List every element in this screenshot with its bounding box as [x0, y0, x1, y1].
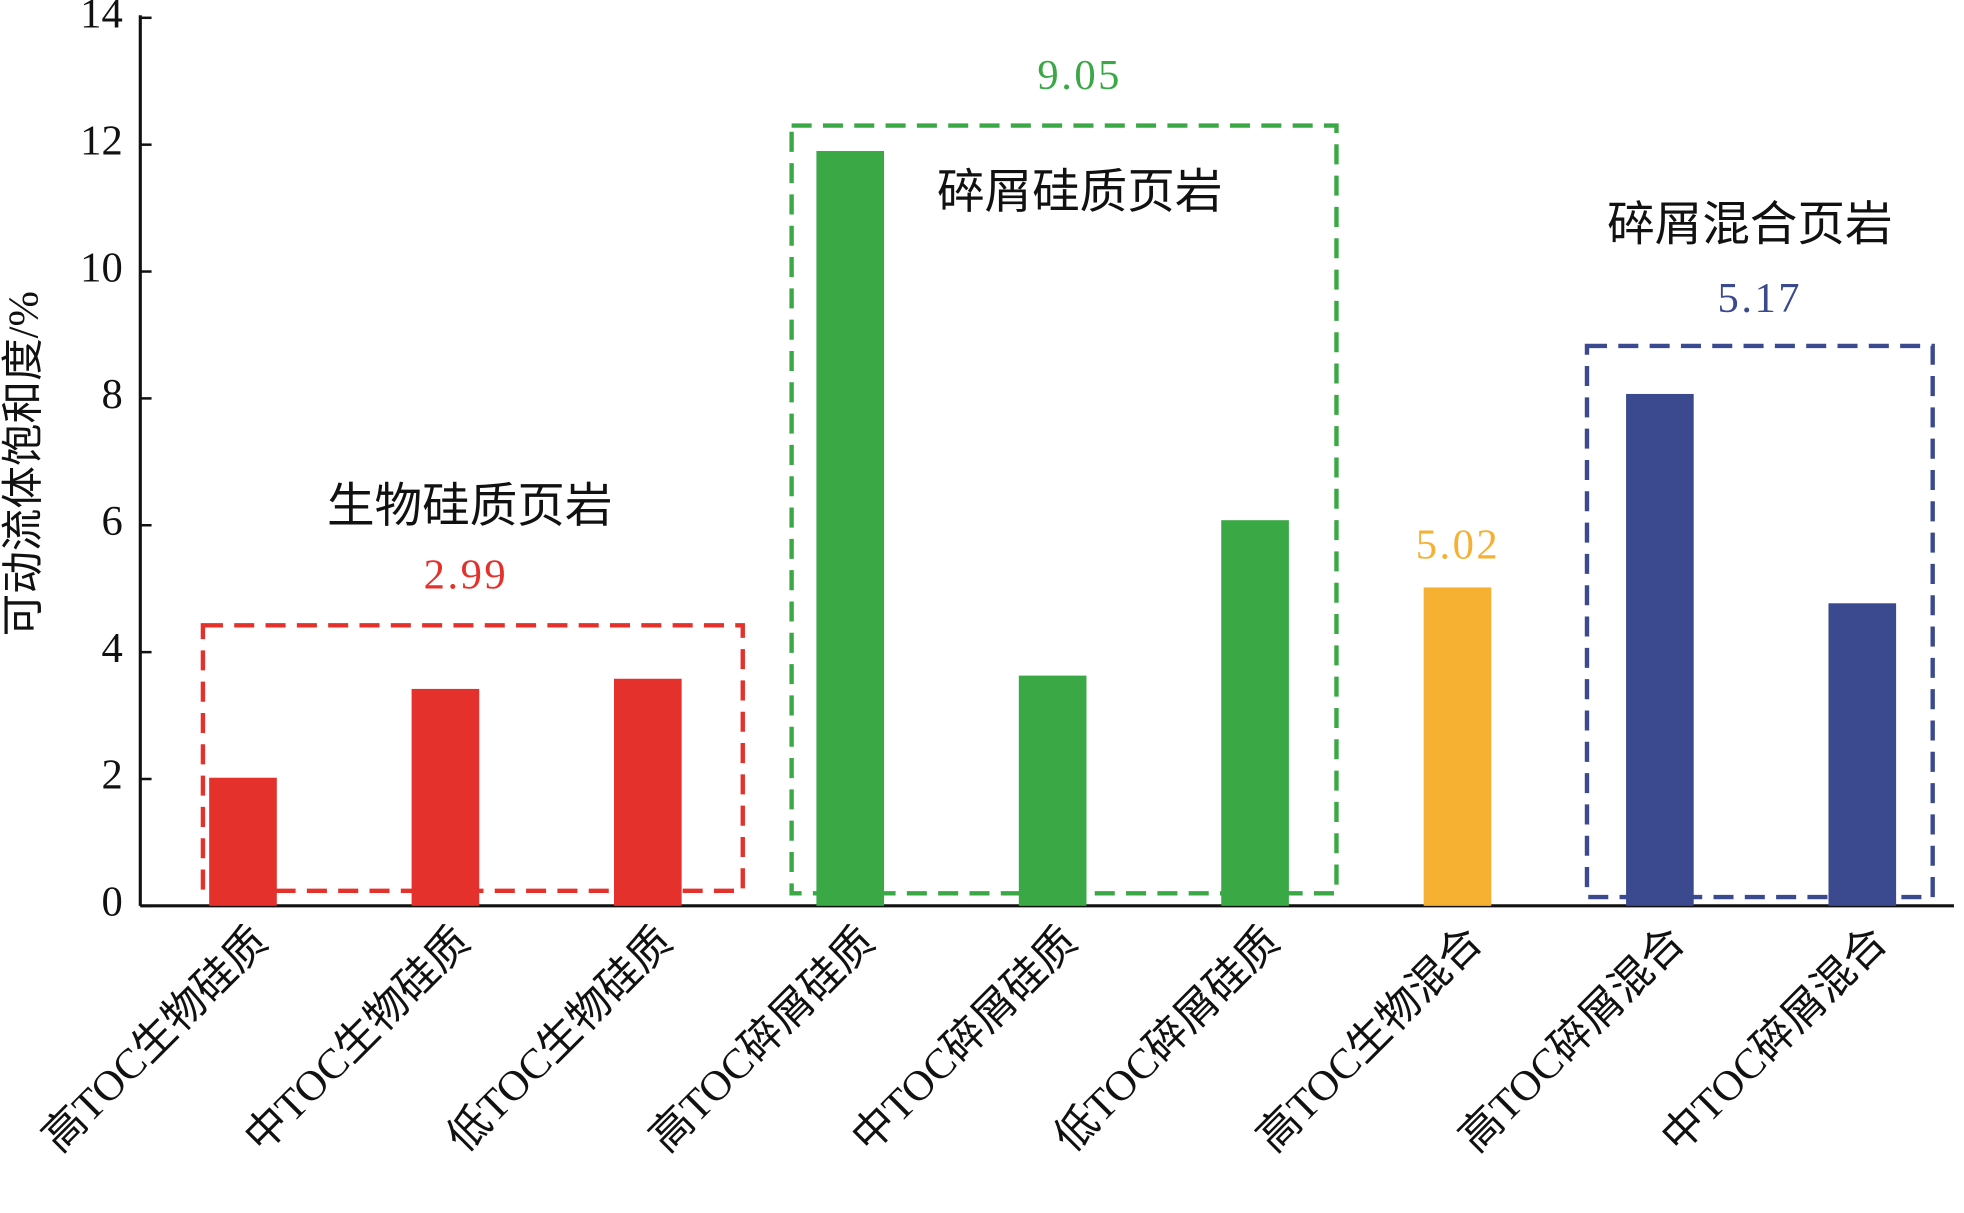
group-label: 碎屑混合页岩: [1607, 199, 1892, 251]
bar: [614, 678, 682, 906]
group-mean: 5.02: [1416, 522, 1501, 569]
y-axis-label: 可动流体饱和度/%: [0, 291, 47, 636]
group-label: 碎屑硅质页岩: [937, 167, 1222, 219]
group-mean: 2.99: [424, 552, 509, 599]
group-label: 生物硅质页岩: [327, 481, 612, 533]
group-box: [200, 623, 745, 894]
bar: [1828, 603, 1897, 906]
bar: [1423, 587, 1492, 906]
bar: [816, 151, 885, 906]
bar: [209, 777, 277, 906]
bar: [1221, 520, 1289, 906]
y-tick-label: 6: [101, 498, 122, 545]
y-tick-label: 4: [101, 625, 122, 672]
y-tick-label: 8: [101, 371, 122, 418]
group-box: [789, 123, 1339, 896]
y-tick-label: 12: [80, 117, 123, 164]
group-box: [1584, 343, 1935, 900]
bar: [411, 688, 480, 906]
group-mean: 9.05: [1037, 52, 1122, 99]
y-tick-label: 10: [80, 244, 123, 291]
bar: [1018, 675, 1087, 906]
y-tick-label: 2: [101, 752, 122, 799]
y-tick-label: 14: [80, 0, 123, 38]
y-tick-label: 0: [101, 879, 122, 926]
bar: [1626, 393, 1694, 906]
group-mean: 5.17: [1718, 275, 1803, 322]
